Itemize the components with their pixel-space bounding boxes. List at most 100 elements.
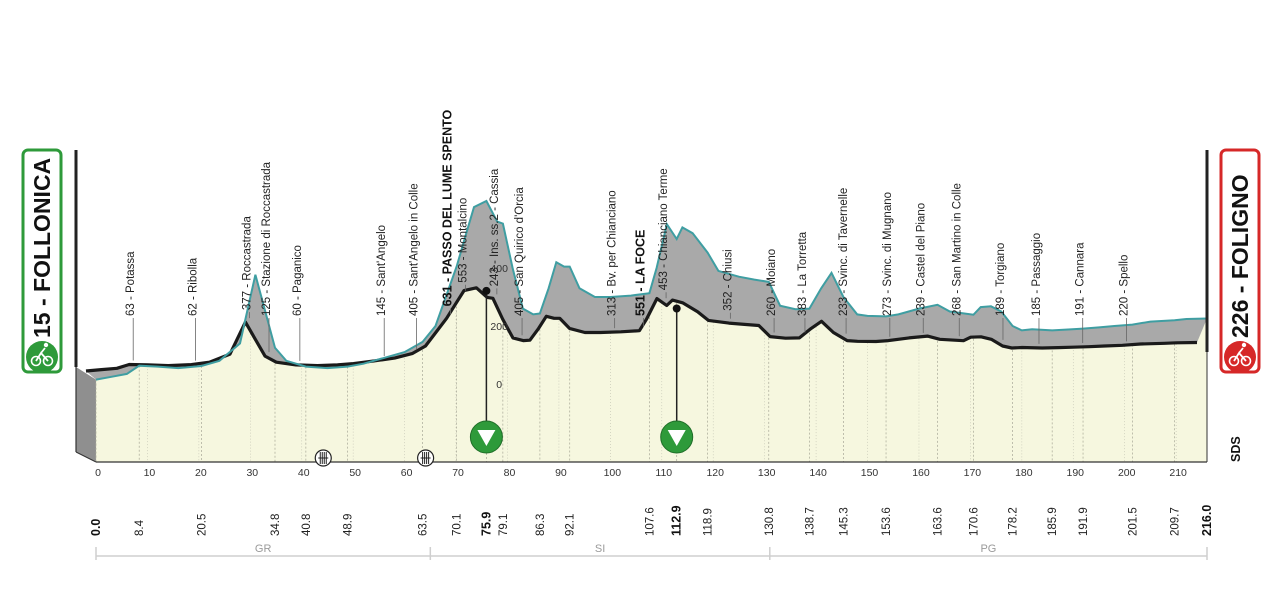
base-edge [75, 451, 97, 463]
km-tick-label: 90 [555, 467, 567, 479]
km-marker-label: 191.9 [1078, 507, 1090, 536]
rider-head [43, 342, 49, 348]
km-tick-label: 210 [1169, 467, 1187, 479]
start-city-badge: 15 - FOLLONICA [21, 148, 63, 374]
waypoint-label: 191 - Cannara [1075, 242, 1087, 316]
waypoint-label: 405 - Sant'Angelo in Colle [409, 183, 421, 316]
waypoint-label: 243 - Ins. ss.2 - Cassia [489, 168, 501, 286]
gpm-triangle-icon [667, 430, 686, 446]
km-tick-label: 10 [144, 467, 156, 479]
waypoint-label: 377 - Roccastrada [241, 216, 253, 311]
waypoint-label: 189 - Torgiano [995, 243, 1007, 316]
km-tick-label: 70 [452, 467, 464, 479]
gpm-triangle-icon [477, 430, 496, 446]
km-tick-label: 130 [758, 467, 776, 479]
waypoint-label: 453 - Chianciano Terme [658, 168, 670, 290]
waypoint-label: 62 - Ribolla [187, 257, 199, 316]
waypoint-label: 268 - San Martino in Colle [951, 183, 963, 316]
finish-city-badge: 226 - FOLIGNO [1219, 148, 1261, 374]
km-marker-label: 70.1 [452, 514, 464, 536]
waypoint-label: 405 - San Quirico d'Orcia [514, 187, 526, 316]
km-tick-label: 20 [195, 467, 207, 479]
km-tick-label: 190 [1067, 467, 1085, 479]
km-marker-label: 170.6 [968, 507, 980, 536]
km-marker-label: 20.5 [196, 514, 208, 536]
km-marker-label: 63.5 [418, 514, 430, 536]
km-tick-label: 50 [349, 467, 361, 479]
km-marker-label: 112.9 [670, 505, 684, 536]
km-marker-label: 163.6 [932, 507, 944, 536]
waypoint-label: 273 - Svinc. di Mugnano [882, 192, 894, 316]
km-tick-label: 100 [604, 467, 622, 479]
elevation-tick-label: 0 [496, 379, 502, 391]
city-name: 15 - FOLLONICA [29, 158, 55, 338]
waypoint-label: 185 - Passaggio [1031, 233, 1043, 316]
gpm-dot [482, 286, 491, 295]
gpm-dot [672, 304, 681, 313]
km-tick-label: 150 [861, 467, 879, 479]
bike-wheel [42, 355, 54, 367]
km-marker-label: 145.3 [838, 507, 850, 536]
waypoint-label: 220 - Spello [1118, 255, 1130, 316]
km-marker-label: 79.1 [498, 514, 510, 536]
region-label: PG [980, 543, 996, 555]
km-marker-label: 216.0 [1200, 505, 1214, 536]
profile-ridge-line [85, 286, 1198, 373]
km-tick-label: 110 [655, 467, 672, 479]
km-marker-label: 92.1 [565, 514, 577, 536]
km-marker-label: 201.5 [1127, 507, 1139, 536]
waypoint-label: 239 - Castel del Piano [915, 203, 927, 316]
km-tick-label: 30 [246, 467, 258, 479]
km-tick-label: 180 [1015, 467, 1033, 479]
waypoint-label: 260 - Moiano [766, 249, 778, 316]
km-marker-label: 209.7 [1170, 507, 1182, 536]
km-marker-label: 48.9 [343, 514, 355, 536]
km-tick-label: 140 [809, 467, 827, 479]
profile-front-face [96, 201, 1207, 462]
waypoint-label: 145 - Sant'Angelo [376, 225, 388, 316]
rider-shape [35, 347, 49, 362]
elevation-tick-label: 400 [490, 263, 508, 275]
km-marker-label: 40.8 [301, 514, 313, 536]
bike-wheel [1228, 355, 1240, 367]
km-tick-label: 160 [912, 467, 930, 479]
km-tick-label: 60 [401, 467, 413, 479]
km-tick-label: 0 [95, 467, 101, 479]
bike-wheel [1240, 355, 1252, 367]
km-marker-label: 34.8 [270, 514, 282, 536]
km-marker-label: 185.9 [1047, 507, 1059, 536]
km-marker-label: 178.2 [1008, 507, 1020, 536]
elevation-tick-label: 200 [490, 321, 508, 333]
km-marker-label: 107.6 [644, 507, 656, 536]
km-marker-label: 130.8 [764, 507, 776, 536]
km-tick-label: 80 [504, 467, 516, 479]
km-marker-label: 86.3 [535, 514, 547, 536]
km-marker-label: 138.7 [804, 507, 816, 536]
km-tick-label: 40 [298, 467, 310, 479]
waypoint-label: 63 - Potassa [125, 251, 137, 316]
bike-wheel [30, 355, 42, 367]
brand-logo: SDS [1229, 436, 1243, 462]
cyclist-icon [26, 341, 58, 373]
km-marker-label: 118.9 [703, 508, 715, 536]
km-marker-label: 8.4 [134, 519, 146, 536]
km-tick-label: 120 [706, 467, 724, 479]
rider-shape [1233, 347, 1247, 362]
region-label: GR [255, 543, 272, 555]
waypoint-label: 383 - La Torretta [797, 231, 809, 316]
city-name: 226 - FOLIGNO [1227, 174, 1253, 338]
waypoint-label: 125 - Stazione di Roccastrada [261, 161, 273, 316]
rider-head [1241, 342, 1247, 348]
profile-face-line [95, 199, 1208, 381]
waypoint-label: 631 - PASSO DEL LUME SPENTO [441, 109, 455, 306]
km-tick-label: 200 [1118, 467, 1136, 479]
km-marker-label: 0.0 [89, 519, 103, 536]
waypoint-label: 313 - Bv. per Chianciano [607, 190, 619, 316]
km-marker-label: 153.6 [881, 507, 893, 536]
km-marker-label: 75.9 [479, 512, 493, 536]
waypoint-label: 553 - Montalcino [457, 198, 469, 283]
waypoint-label: 233 - Svinc. di Tavernelle [838, 188, 850, 316]
region-label: SI [595, 543, 605, 555]
